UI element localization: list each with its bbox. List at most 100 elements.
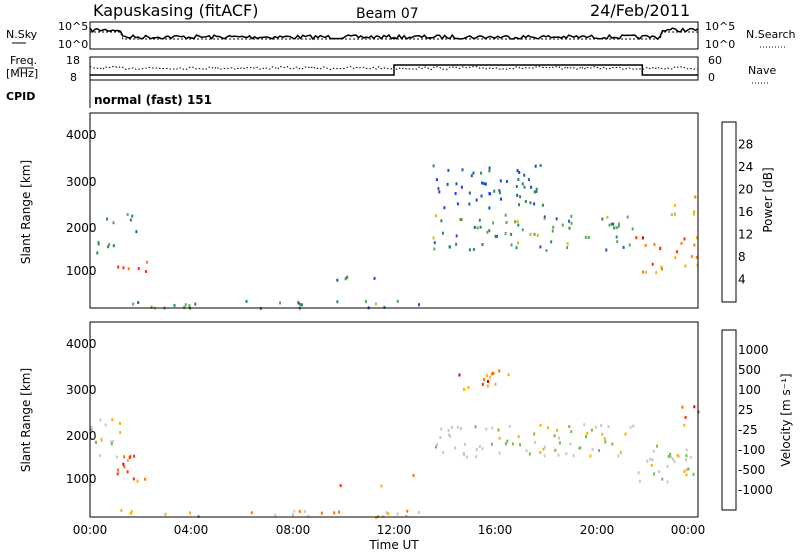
power-cells-cell: [690, 255, 693, 259]
velocity-cells-cell: [450, 425, 453, 429]
power-cells-cell: [468, 248, 471, 252]
power-cells-cell: [692, 212, 695, 216]
velocity-cells-cell: [90, 427, 93, 431]
velocity-cells-cell: [637, 471, 640, 475]
power-cells-cell: [432, 236, 435, 240]
power-cells-cell: [519, 195, 522, 199]
power-cells-cell: [551, 229, 554, 233]
power-cells-cell: [396, 299, 399, 303]
velocity-cells-cell: [638, 479, 641, 483]
freq-line: [90, 64, 698, 76]
velocity-cells-cell: [385, 511, 388, 515]
power-cells-cell: [455, 182, 458, 186]
velocity-cells-cell: [570, 430, 573, 434]
power-cells-cell: [533, 202, 536, 206]
velocity-cells-cell: [304, 509, 307, 513]
velocity-cells-cell: [498, 436, 501, 440]
velocity-cells-cell: [689, 455, 692, 459]
velocity-cells-cell: [578, 446, 581, 450]
velocity-cells-cell: [619, 451, 622, 455]
velocity-cells-cell: [685, 454, 688, 458]
velocity-cells-cell: [492, 371, 495, 375]
velocity-cells-cell: [144, 477, 147, 481]
power-cells-cell: [459, 217, 461, 221]
power-cells-cell: [566, 246, 569, 250]
power-cells-cell: [561, 223, 564, 227]
velocity-cells-cell: [132, 477, 135, 481]
velocity-cells-cell: [339, 484, 342, 488]
power-cells-cell: [446, 182, 449, 186]
station-title: Kapuskasing (fitACF): [93, 1, 258, 20]
velocity-cells-cell: [685, 473, 688, 477]
velocity-cells-cell: [544, 445, 546, 449]
velocity-cells-cell: [293, 509, 296, 513]
power-cells-cell: [500, 197, 502, 201]
power-colorbar-tick: 16: [738, 205, 753, 219]
power-cells-cell: [145, 270, 148, 273]
velocity-cells-cell: [539, 451, 542, 454]
power-cells-cell: [460, 185, 463, 189]
power-cells-cell: [488, 192, 491, 196]
velocity-cells-cell: [112, 440, 115, 443]
velocity-ytick-2000: 2000: [66, 429, 97, 443]
velocity-ytick-4000: 4000: [66, 337, 97, 351]
velocity-cells-cell: [693, 405, 696, 409]
velocity-cells-cell: [129, 511, 132, 515]
velocity-cells-cell: [338, 510, 341, 514]
velocity-cells-cell: [669, 452, 672, 456]
power-cells-cell: [651, 262, 654, 266]
power-cells-cell: [97, 240, 100, 244]
velocity-cells-cell: [122, 462, 125, 466]
velocity-colorbar-tick: 500: [738, 363, 761, 377]
freq-unit-label: [MHz]: [6, 67, 38, 80]
velocity-cells-cell: [670, 455, 672, 459]
velocity-cells-cell: [488, 375, 491, 379]
power-cells-cell: [433, 241, 436, 245]
power-cells-cell: [476, 226, 479, 230]
power-cells-cell: [552, 225, 555, 229]
velocity-cells-cell: [542, 447, 545, 451]
power-cells-cell: [660, 265, 663, 269]
power-cells-cell: [301, 303, 303, 307]
velocity-cells-cell: [543, 454, 546, 458]
velocity-frame: [89, 321, 699, 518]
power-cells-cell: [510, 243, 513, 247]
beam-title: Beam 07: [356, 6, 419, 22]
power-y-axis: 4000 3000 2000 1000: [66, 128, 97, 278]
cpid-panel: CPID normal (fast) 151: [6, 80, 212, 108]
power-cells-cell: [107, 245, 110, 249]
power-cells-cell: [373, 276, 376, 280]
power-cells-cell: [521, 182, 524, 186]
power-cells-cell: [642, 270, 644, 274]
velocity-cells-cell: [435, 445, 437, 449]
power-cells-cell: [481, 243, 484, 246]
xtick-08: 08:00: [276, 523, 311, 537]
power-cells-cell: [523, 185, 526, 189]
power-data-cells: [96, 164, 699, 310]
xtick-00: 00:00: [73, 523, 108, 537]
noise-frame: [89, 21, 699, 50]
power-cells-cell: [449, 245, 452, 249]
power-cells-cell: [486, 230, 489, 234]
power-cells-cell: [336, 278, 339, 282]
velocity-cells-cell: [375, 516, 378, 520]
power-cells-cell: [504, 213, 507, 217]
power-cells-cell: [516, 169, 519, 173]
power-cells-cell: [659, 247, 662, 251]
xlabel: Time UT: [368, 538, 419, 552]
velocity-cells-cell: [598, 449, 601, 452]
velocity-cells-cell: [685, 458, 687, 462]
power-cells-cell: [495, 234, 498, 238]
velocity-cells-cell: [685, 468, 688, 472]
velocity-cells-cell: [456, 425, 459, 429]
power-cells-cell: [601, 217, 604, 221]
power-cells-cell: [434, 214, 437, 218]
power-cells-cell: [680, 241, 683, 245]
velocity-cells-cell: [475, 448, 478, 452]
velocity-colorbar-tick: 1000: [738, 343, 769, 357]
velocity-cells-cell: [485, 427, 488, 431]
power-cells-cell: [461, 168, 464, 172]
velocity-cells-cell: [487, 380, 489, 383]
power-cells-cell: [517, 223, 520, 227]
